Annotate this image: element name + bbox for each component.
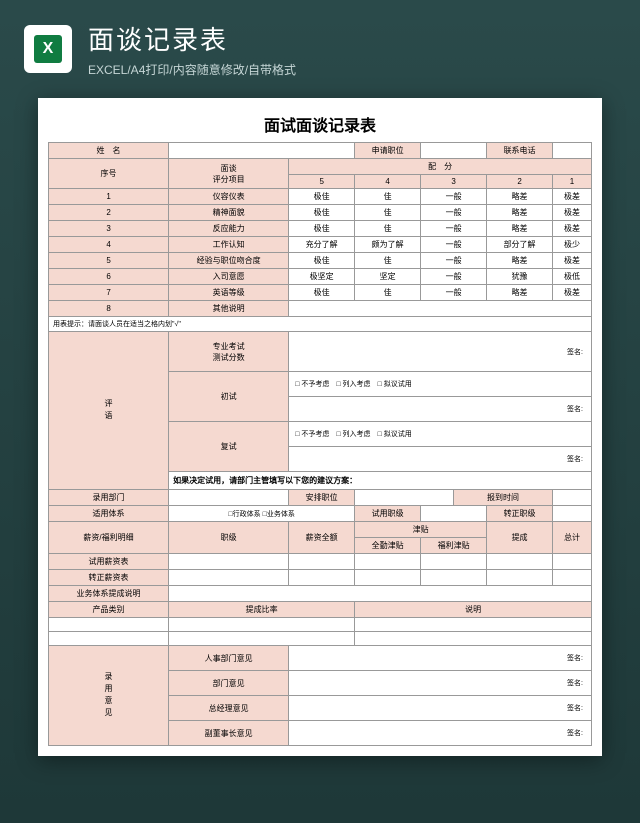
label-formal-sal: 转正薪资表 bbox=[49, 570, 169, 586]
header-text: 面谈记录表 EXCEL/A4打印/内容随意修改/自带格式 bbox=[88, 20, 296, 78]
label-score-item: 面谈 评分项目 bbox=[169, 159, 289, 189]
sign-gm: 签名: bbox=[289, 696, 592, 721]
label-report: 报到时间 bbox=[454, 490, 553, 506]
label-trial-pos: 试用职级 bbox=[355, 506, 421, 522]
eval-label: 评语 bbox=[49, 332, 169, 490]
eval-second: 复试 bbox=[169, 422, 289, 472]
label-dept: 录用部门 bbox=[49, 490, 169, 506]
score-col-3: 3 bbox=[421, 175, 487, 189]
label-system: 适用体系 bbox=[49, 506, 169, 522]
page-subtitle: EXCEL/A4打印/内容随意修改/自带格式 bbox=[88, 61, 296, 78]
sign-hr: 签名: bbox=[289, 646, 592, 671]
sign-3: 签名: bbox=[289, 447, 592, 472]
label-total: 总计 bbox=[553, 522, 592, 554]
label-product: 产品类别 bbox=[49, 602, 169, 618]
label-commission: 提成 bbox=[487, 522, 553, 554]
label-formal-pos: 转正职级 bbox=[487, 506, 553, 522]
label-score-header: 配 分 bbox=[289, 159, 592, 175]
label-biz-comm: 业务体系提成说明 bbox=[49, 586, 169, 602]
excel-icon: X bbox=[24, 25, 72, 73]
page-header: X 面谈记录表 EXCEL/A4打印/内容随意修改/自带格式 bbox=[0, 0, 640, 90]
table-row: 4工作认知充分了解颇为了解一般部分了解极少 bbox=[49, 237, 592, 253]
label-seq: 序号 bbox=[49, 159, 169, 189]
table-row: 1仪容仪表极佳佳一般略差极差 bbox=[49, 189, 592, 205]
label-grade: 职级 bbox=[169, 522, 289, 554]
opinion-gm: 总经理意见 bbox=[169, 696, 289, 721]
eval-test: 专业考试 测试分数 bbox=[169, 332, 289, 372]
table-row: 5经验与职位吻合度极佳佳一般略差极差 bbox=[49, 253, 592, 269]
label-base: 薪资全额 bbox=[289, 522, 355, 554]
label-salary: 薪资/福利明细 bbox=[49, 522, 169, 554]
label-name: 姓 名 bbox=[49, 143, 169, 159]
label-allowance: 津贴 bbox=[355, 522, 487, 538]
field-phone bbox=[553, 143, 592, 159]
label-arrange: 安排职位 bbox=[289, 490, 355, 506]
label-rate: 提成比率 bbox=[169, 602, 355, 618]
sign-1: 签名: bbox=[289, 332, 592, 372]
sign-vc: 签名: bbox=[289, 721, 592, 746]
checkbox-2: □ 不予考虑 □ 列入考虑 □ 拟议试用 bbox=[289, 422, 592, 447]
section2-head: 如果决定试用，请部门主管填写以下您的建议方案： bbox=[169, 472, 592, 490]
label-full-att: 全勤津贴 bbox=[355, 538, 421, 554]
form-sheet: 面试面谈记录表 姓 名 申请职位 联系电话 序号 面谈 评分项目 配 分 5 4… bbox=[38, 98, 602, 756]
opinion-hr: 人事部门意见 bbox=[169, 646, 289, 671]
excel-icon-letter: X bbox=[34, 35, 62, 63]
interview-form-table: 姓 名 申请职位 联系电话 序号 面谈 评分项目 配 分 5 4 3 2 1 1… bbox=[48, 142, 592, 746]
field-name bbox=[169, 143, 355, 159]
table-row: 8其他说明 bbox=[49, 301, 592, 317]
table-row: 6入司意愿极坚定坚定一般犹豫极低 bbox=[49, 269, 592, 285]
eval-first: 初试 bbox=[169, 372, 289, 422]
label-trial-sal: 试用薪资表 bbox=[49, 554, 169, 570]
score-col-1: 1 bbox=[553, 175, 592, 189]
sign-2: 签名: bbox=[289, 397, 592, 422]
label-desc: 说明 bbox=[355, 602, 592, 618]
form-title: 面试面谈记录表 bbox=[48, 108, 592, 142]
usage-note: 用表提示：请面谈人员在适当之格内划"√" bbox=[49, 317, 592, 332]
sign-dept: 签名: bbox=[289, 671, 592, 696]
table-row: 2精神面貌极佳佳一般略差极差 bbox=[49, 205, 592, 221]
checkbox-1: □ 不予考虑 □ 列入考虑 □ 拟议试用 bbox=[289, 372, 592, 397]
opinion-vc: 副董事长意见 bbox=[169, 721, 289, 746]
label-phone: 联系电话 bbox=[487, 143, 553, 159]
field-position bbox=[421, 143, 487, 159]
score-col-4: 4 bbox=[355, 175, 421, 189]
label-welfare: 福利津贴 bbox=[421, 538, 487, 554]
sys-opts: □行政体系 □业务体系 bbox=[169, 506, 355, 522]
opinion-dept: 部门意见 bbox=[169, 671, 289, 696]
table-row: 3反应能力极佳佳一般略差极差 bbox=[49, 221, 592, 237]
score-col-2: 2 bbox=[487, 175, 553, 189]
score-col-5: 5 bbox=[289, 175, 355, 189]
table-row: 7英语等级极佳佳一般略差极差 bbox=[49, 285, 592, 301]
page-title: 面谈记录表 bbox=[88, 20, 296, 57]
opinion-label: 录用意见 bbox=[49, 646, 169, 746]
label-position: 申请职位 bbox=[355, 143, 421, 159]
